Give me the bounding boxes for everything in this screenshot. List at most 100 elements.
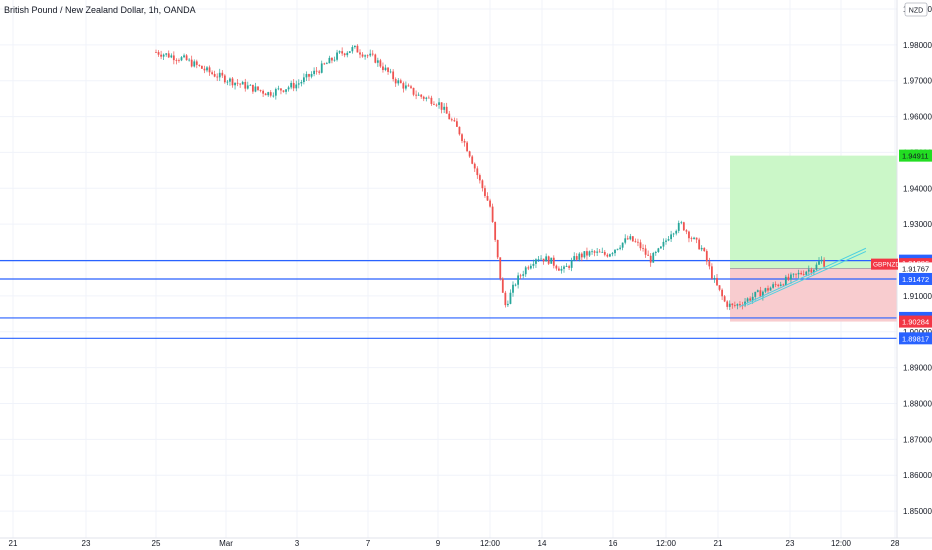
candle: [211, 70, 213, 76]
candle: [338, 50, 341, 54]
candle-body: [195, 61, 198, 65]
candle-body: [667, 239, 670, 241]
candle: [647, 250, 650, 256]
candle-body: [749, 298, 752, 301]
candle: [295, 80, 298, 92]
candle-body: [637, 241, 639, 243]
currency-badge[interactable]: NZD: [904, 2, 928, 17]
candle: [563, 265, 565, 273]
candle-body: [175, 60, 178, 61]
candle: [504, 290, 507, 308]
bottom-level-tag-bg: [899, 332, 932, 345]
candle: [264, 92, 267, 96]
candle-body: [736, 304, 739, 306]
candle: [476, 166, 479, 179]
candle-body: [364, 55, 366, 57]
candle: [320, 60, 323, 74]
candle-body: [591, 251, 593, 253]
candle-body: [762, 291, 764, 297]
candle-body: [356, 45, 359, 53]
candle-body: [563, 266, 565, 269]
candle-body: [813, 269, 815, 273]
candle-body: [473, 163, 476, 169]
candle: [198, 64, 201, 67]
candle-body: [756, 290, 759, 292]
candle-body: [823, 259, 825, 267]
price-axis: 1.990001.980001.970001.960001.950001.940…: [903, 5, 932, 516]
candle: [560, 265, 563, 274]
candle-body: [315, 70, 318, 72]
candle: [690, 236, 693, 242]
candle-body: [713, 277, 716, 279]
candle: [356, 44, 359, 53]
candle: [598, 249, 601, 253]
candle: [705, 249, 708, 265]
candle: [537, 255, 540, 263]
candle: [782, 283, 785, 287]
mid-level-tag-text: 1.91472: [902, 275, 929, 284]
candle: [348, 51, 351, 54]
candle: [185, 53, 188, 61]
candle-body: [165, 53, 168, 55]
price-tick-label: 1.90000: [903, 328, 932, 337]
candle: [223, 74, 226, 84]
candle: [463, 138, 466, 147]
price-tick-label: 1.93000: [903, 220, 932, 229]
target-price-tag: 1.94911: [899, 149, 932, 162]
candle: [274, 87, 277, 100]
candle: [433, 101, 435, 106]
symbol-tag-text: GBPNZD: [873, 262, 900, 269]
candle: [682, 221, 685, 232]
target-zone: [730, 155, 897, 269]
candle-body: [693, 237, 695, 239]
candle-body: [211, 72, 213, 74]
candle-body: [733, 305, 736, 306]
candle: [236, 79, 239, 87]
candle-body: [387, 67, 389, 72]
candle: [596, 247, 599, 256]
candle-body: [647, 254, 650, 256]
candle-body: [172, 55, 175, 61]
candle-body: [764, 288, 767, 292]
candle: [272, 92, 275, 98]
candle: [450, 117, 453, 122]
candle: [624, 234, 627, 245]
candle-body: [407, 85, 410, 87]
candle-body: [425, 97, 428, 99]
candle: [427, 95, 430, 99]
candle-body: [509, 292, 512, 304]
candle: [802, 270, 805, 276]
candle: [815, 262, 818, 271]
candle: [410, 84, 412, 89]
candle: [364, 54, 366, 60]
candle-body: [231, 78, 234, 86]
candle-body: [491, 206, 494, 222]
candle: [300, 79, 303, 87]
price-tick-label: 1.89000: [903, 364, 932, 373]
candle-body: [277, 88, 280, 90]
candle-body: [325, 63, 328, 65]
candle: [361, 52, 364, 58]
candle: [160, 50, 162, 60]
candle: [486, 192, 489, 201]
candle: [420, 94, 423, 99]
candle: [535, 258, 537, 268]
candle: [343, 52, 346, 58]
candle: [611, 251, 614, 257]
candle-body: [213, 73, 216, 77]
candle: [578, 252, 581, 262]
candle-body: [249, 84, 252, 86]
candle-body: [675, 230, 678, 234]
candle: [193, 59, 196, 68]
horizontal-levels: [0, 260, 897, 339]
candle-body: [573, 256, 576, 261]
candle-body: [374, 54, 377, 63]
candle-body: [267, 92, 270, 96]
candle-body: [537, 259, 540, 260]
candle-body: [494, 221, 497, 240]
candle: [331, 57, 333, 64]
candle: [649, 253, 652, 267]
candle-body: [670, 234, 672, 240]
